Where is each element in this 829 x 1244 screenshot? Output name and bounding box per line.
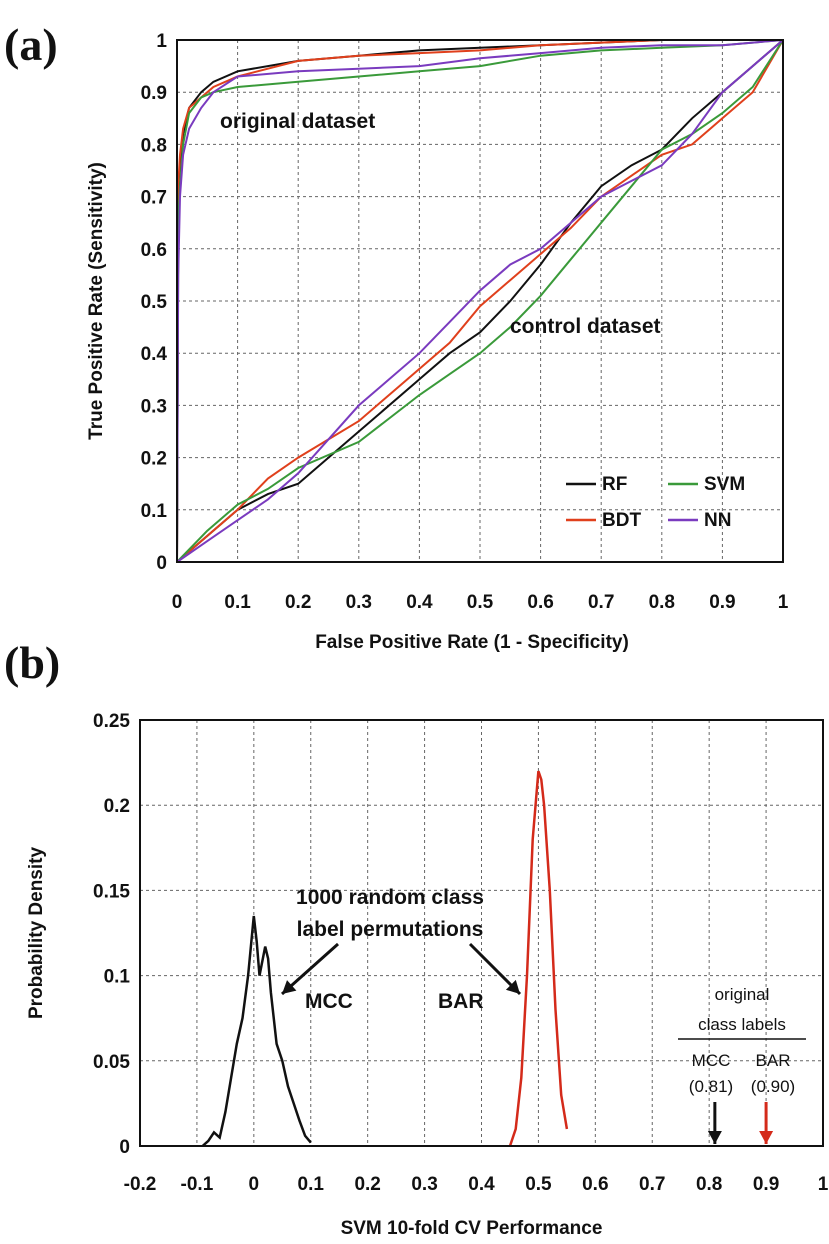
mcc-pointer-arrow-head: [282, 980, 297, 994]
original-bar-name: BAR: [756, 1051, 791, 1070]
roc-x-tick-label: 1: [778, 592, 789, 613]
roc-x-tick-label: 0.1: [224, 592, 251, 613]
density-y-tick-label: 0.05: [93, 1052, 130, 1073]
density-x-tick-label: 0: [249, 1174, 260, 1195]
permutation-note-line1: 1000 random class: [296, 886, 484, 909]
roc-y-ticks: 0 0.1 0.2 0.3 0.4 0.5 0.6 0.7 0.8 0.9 1: [141, 31, 168, 574]
density-chart: -0.2 -0.1 0 0.1 0.2 0.3 0.4 0.5 0.6 0.7 0.8 0.9 1 00…: [26, 711, 829, 1239]
roc-series-nn-original: [176, 39, 784, 563]
density-lines: [201, 770, 569, 1147]
bar-curve-label: BAR: [438, 990, 484, 1013]
original-dataset-label: original dataset: [220, 110, 375, 133]
roc-y-tick-label: 1: [156, 31, 167, 52]
roc-y-tick-label: 0.3: [141, 396, 167, 417]
density-grid: [140, 720, 823, 1146]
density-x-axis-title: SVM 10-fold CV Performance: [341, 1218, 603, 1239]
density-annotations: 1000 random class label permutations MCC BA…: [281, 886, 806, 1144]
density-x-tick-label: -0.1: [181, 1174, 214, 1195]
density-series-bar: [508, 770, 569, 1147]
density-series-mcc: [201, 915, 312, 1147]
density-y-tick-label: 0.1: [104, 967, 131, 988]
bar-pointer-arrow: [468, 942, 522, 996]
roc-series-bdt-control: [176, 39, 784, 563]
roc-y-axis-title: True Positive Rate (Sensitivity): [86, 162, 107, 440]
roc-y-tick-label: 0.8: [141, 135, 167, 156]
roc-series-rf-control: [176, 39, 784, 563]
legend-label-svm: SVM: [704, 474, 745, 495]
density-x-tick-label: 0.6: [582, 1174, 608, 1195]
roc-y-tick-label: 0.1: [141, 501, 168, 522]
density-y-tick-label: 0.25: [93, 711, 130, 732]
roc-x-axis-title: False Positive Rate (1 - Specificity): [315, 632, 629, 653]
original-bar-arrow: [759, 1102, 774, 1144]
roc-x-tick-label: 0.8: [649, 592, 675, 613]
density-x-ticks: -0.2 -0.1 0 0.1 0.2 0.3 0.4 0.5 0.6 0.7 0.8 0.9 1: [124, 1174, 829, 1195]
roc-chart: 0 0.1 0.2 0.3 0.4 0.5 0.6 0.7 0.8 0.9 1 0 0.1 0.2 0.3…: [86, 31, 789, 653]
roc-x-tick-label: 0.5: [467, 592, 494, 613]
density-x-tick-label: -0.2: [124, 1174, 157, 1195]
original-mcc-name: MCC: [692, 1051, 731, 1070]
panel-b-label: (b): [4, 637, 60, 688]
roc-y-tick-label: 0.6: [141, 240, 167, 261]
density-y-tick-label: 0.2: [104, 796, 130, 817]
original-header-line2: class labels: [698, 1015, 786, 1034]
roc-plot-frame: [176, 39, 784, 563]
density-y-tick-label: 0: [119, 1137, 130, 1158]
roc-series-nn-control: [176, 39, 784, 563]
density-y-ticks: 0 0.05 0.1 0.15 0.2 0.25: [93, 711, 130, 1158]
roc-y-tick-label: 0.9: [141, 83, 167, 104]
legend-label-nn: NN: [704, 510, 731, 531]
density-x-tick-label: 0.9: [753, 1174, 779, 1195]
roc-lines: [176, 39, 784, 563]
permutation-note-line2: label permutations: [297, 918, 484, 941]
original-header-line1: original: [715, 985, 770, 1004]
density-x-tick-label: 0.1: [298, 1174, 325, 1195]
roc-x-tick-label: 0: [172, 592, 183, 613]
roc-legend: RF SVM BDT NN: [566, 474, 745, 531]
density-x-tick-label: 0.4: [468, 1174, 495, 1195]
density-x-tick-label: 0.7: [639, 1174, 665, 1195]
mcc-pointer-arrow: [281, 942, 339, 996]
original-mcc-arrow: [707, 1102, 722, 1144]
roc-y-tick-label: 0.7: [141, 188, 167, 209]
density-y-tick-label: 0.15: [93, 881, 130, 902]
roc-x-tick-label: 0.2: [285, 592, 311, 613]
density-y-axis-title: Probability Density: [26, 847, 47, 1020]
roc-x-tick-label: 0.4: [406, 592, 433, 613]
roc-y-tick-label: 0.5: [141, 292, 168, 313]
density-plot-frame: [139, 719, 824, 1147]
roc-y-tick-label: 0: [156, 553, 167, 574]
bar-pointer-arrow-head: [505, 979, 520, 994]
density-x-tick-label: 0.2: [354, 1174, 380, 1195]
legend-label-bdt: BDT: [602, 510, 641, 531]
roc-x-tick-label: 0.7: [588, 592, 614, 613]
control-dataset-label: control dataset: [510, 315, 661, 338]
original-mcc-value: (0.81): [689, 1077, 733, 1096]
density-x-tick-label: 0.8: [696, 1174, 722, 1195]
density-x-tick-label: 0.3: [411, 1174, 437, 1195]
density-x-tick-label: 0.5: [525, 1174, 552, 1195]
original-mcc-arrow-head: [707, 1131, 722, 1144]
legend-label-rf: RF: [602, 474, 627, 495]
density-x-tick-label: 1: [818, 1174, 829, 1195]
roc-x-ticks: 0 0.1 0.2 0.3 0.4 0.5 0.6 0.7 0.8 0.9 1: [172, 592, 789, 613]
original-bar-arrow-head: [759, 1131, 774, 1144]
roc-x-tick-label: 0.9: [709, 592, 735, 613]
panel-a-label: (a): [4, 19, 58, 70]
roc-y-tick-label: 0.2: [141, 449, 167, 470]
roc-y-tick-label: 0.4: [141, 344, 168, 365]
roc-x-tick-label: 0.3: [346, 592, 372, 613]
roc-series-bdt-original: [176, 39, 783, 563]
mcc-curve-label: MCC: [305, 990, 353, 1013]
roc-x-tick-label: 0.6: [527, 592, 553, 613]
original-bar-value: (0.90): [751, 1077, 795, 1096]
